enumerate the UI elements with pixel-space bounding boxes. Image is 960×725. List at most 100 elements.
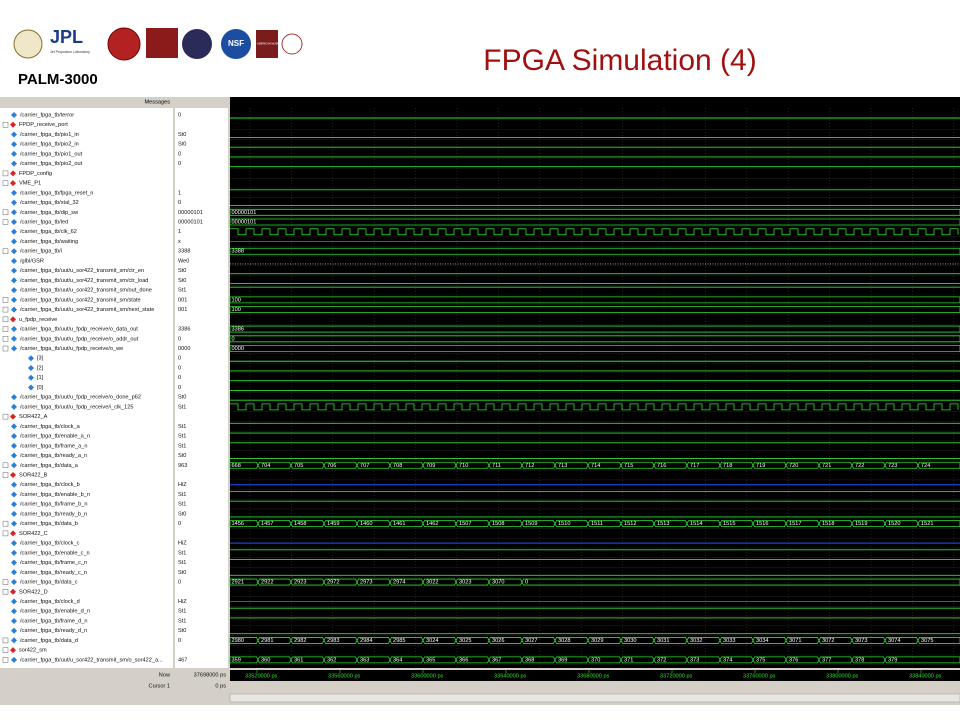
bus-value: 1519 xyxy=(855,521,867,527)
bus-value: 1520 xyxy=(888,521,900,527)
group-name: SOR422_B xyxy=(19,472,48,478)
signal-value: St1 xyxy=(178,550,186,556)
signal-icon xyxy=(11,403,17,410)
signal-value: 467 xyxy=(178,657,187,663)
signal-name: /carrier_fpga_tb/data_c xyxy=(20,580,78,586)
bus-value: 3027 xyxy=(525,638,537,644)
signal-icon xyxy=(11,481,17,488)
timeline-label: 33800000 ps xyxy=(826,673,859,679)
timeline-label: 33640000 ps xyxy=(494,673,527,679)
project-name: PALM-3000 xyxy=(18,71,98,88)
signal-value: We0 xyxy=(178,258,189,264)
bus-value: 2922 xyxy=(261,580,273,586)
signal-icon xyxy=(11,520,17,527)
signal-name: /carrier_fpga_tb/uut/u_sor422_transmit_s… xyxy=(20,268,144,274)
signal-icon xyxy=(11,141,17,148)
bus-value: 368 xyxy=(525,657,534,663)
bus-value: 2984 xyxy=(360,638,372,644)
bus-value: 711 xyxy=(492,463,501,469)
bus-value: 3024 xyxy=(426,638,438,644)
bus-value: 362 xyxy=(327,657,336,663)
signal-value: 0 xyxy=(178,365,181,371)
bus-value: 3022 xyxy=(426,580,438,586)
bus-value: 707 xyxy=(360,463,369,469)
expand-box xyxy=(2,637,9,644)
signal-icon xyxy=(11,228,17,235)
signal-value: 00000101 xyxy=(178,210,203,216)
bus-value: 709 xyxy=(426,463,435,469)
bus-value: 712 xyxy=(525,463,534,469)
bus-value: 377 xyxy=(822,657,831,663)
bus-wave xyxy=(229,335,960,343)
signal-name: /carrier_fpga_tb/pio2_out xyxy=(20,161,83,167)
bus-value: 3026 xyxy=(492,638,504,644)
group-icon xyxy=(10,170,16,177)
signal-icon xyxy=(11,150,17,157)
signal-value: St0 xyxy=(178,142,186,148)
signal-value: 00000101 xyxy=(178,220,203,226)
group-name: u_fpdp_receive xyxy=(19,317,57,323)
expand-box xyxy=(2,472,9,478)
signal-icon xyxy=(11,199,17,206)
bus-value: 361 xyxy=(294,657,303,663)
signal-value: 1 xyxy=(178,229,181,235)
signal-value: 0 xyxy=(178,580,181,586)
signal-name: /carrier_fpga_tb/pio1_in xyxy=(20,132,79,138)
signal-value: HiZ xyxy=(178,599,187,605)
expand-box xyxy=(2,589,9,595)
bus-wave xyxy=(229,637,960,644)
bus-value: 3034 xyxy=(756,638,768,644)
bus-value: 3025 xyxy=(459,638,471,644)
bus-value: 100 xyxy=(232,297,241,303)
timeline-label: 33840000 ps xyxy=(909,673,942,679)
signal-icon xyxy=(11,267,17,274)
logos: JPL Jet Propulsion Laboratory NSF AMERIC… xyxy=(13,27,308,61)
bus-value: 2985 xyxy=(393,638,405,644)
bus-value: 375 xyxy=(756,657,765,663)
signal-value: 3388 xyxy=(178,249,190,255)
bus-value: 3023 xyxy=(459,580,471,586)
signal-name: /glbl/GSR xyxy=(20,258,44,264)
signal-icon xyxy=(11,442,17,449)
bus-value: 1459 xyxy=(327,521,339,527)
bus-value: 2980 xyxy=(232,638,244,644)
bus-value: 2983 xyxy=(327,638,339,644)
bus-value: 708 xyxy=(393,463,402,469)
bus-value: 710 xyxy=(459,463,468,469)
bus-value: 370 xyxy=(591,657,600,663)
signal-value: St1 xyxy=(178,618,186,624)
signal-name: /carrier_fpga_tb/uut/u_sor422_transmit_s… xyxy=(20,297,141,303)
signal-name: /carrier_fpga_tb/fpga_reset_n xyxy=(20,190,93,196)
signal-value: 3386 xyxy=(178,327,190,333)
signal-value: 001 xyxy=(178,297,187,303)
signal-icon xyxy=(11,656,17,663)
bus-value: 376 xyxy=(789,657,798,663)
signal-value: 963 xyxy=(178,463,187,469)
bus-value: 1460 xyxy=(360,521,372,527)
bus-value: 3030 xyxy=(624,638,636,644)
bus-value: 724 xyxy=(921,463,930,469)
bus-value: 363 xyxy=(360,657,369,663)
expand-box xyxy=(2,413,9,420)
signal-value: St1 xyxy=(178,609,186,615)
bus-value: 369 xyxy=(558,657,567,663)
signal-name: /carrier_fpga_tb/clock_c xyxy=(20,541,80,547)
group-icon xyxy=(10,588,16,595)
bus-value: 3070 xyxy=(492,580,504,586)
signal-name: /carrier_fpga_tb/ready_d_n xyxy=(20,628,87,634)
pane-title: Messages xyxy=(145,99,171,105)
signal-value: 1 xyxy=(178,190,181,196)
bus-value: 1458 xyxy=(294,521,306,527)
signal-icon xyxy=(11,423,17,430)
group-name: SOR422_D xyxy=(19,589,48,595)
expand-box xyxy=(2,297,9,303)
timeline-label: 33760000 ps xyxy=(743,673,776,679)
signal-name: /carrier_fpga_tb/uut/u_fpdp_receive/i_cl… xyxy=(20,404,134,410)
expand-box xyxy=(2,121,9,128)
bus-value: 719 xyxy=(756,463,765,469)
signal-icon xyxy=(11,569,17,576)
expand-box xyxy=(2,316,9,323)
signal-value: St1 xyxy=(178,560,186,566)
bus-value: 668 xyxy=(232,463,241,469)
expand-box xyxy=(2,170,9,177)
